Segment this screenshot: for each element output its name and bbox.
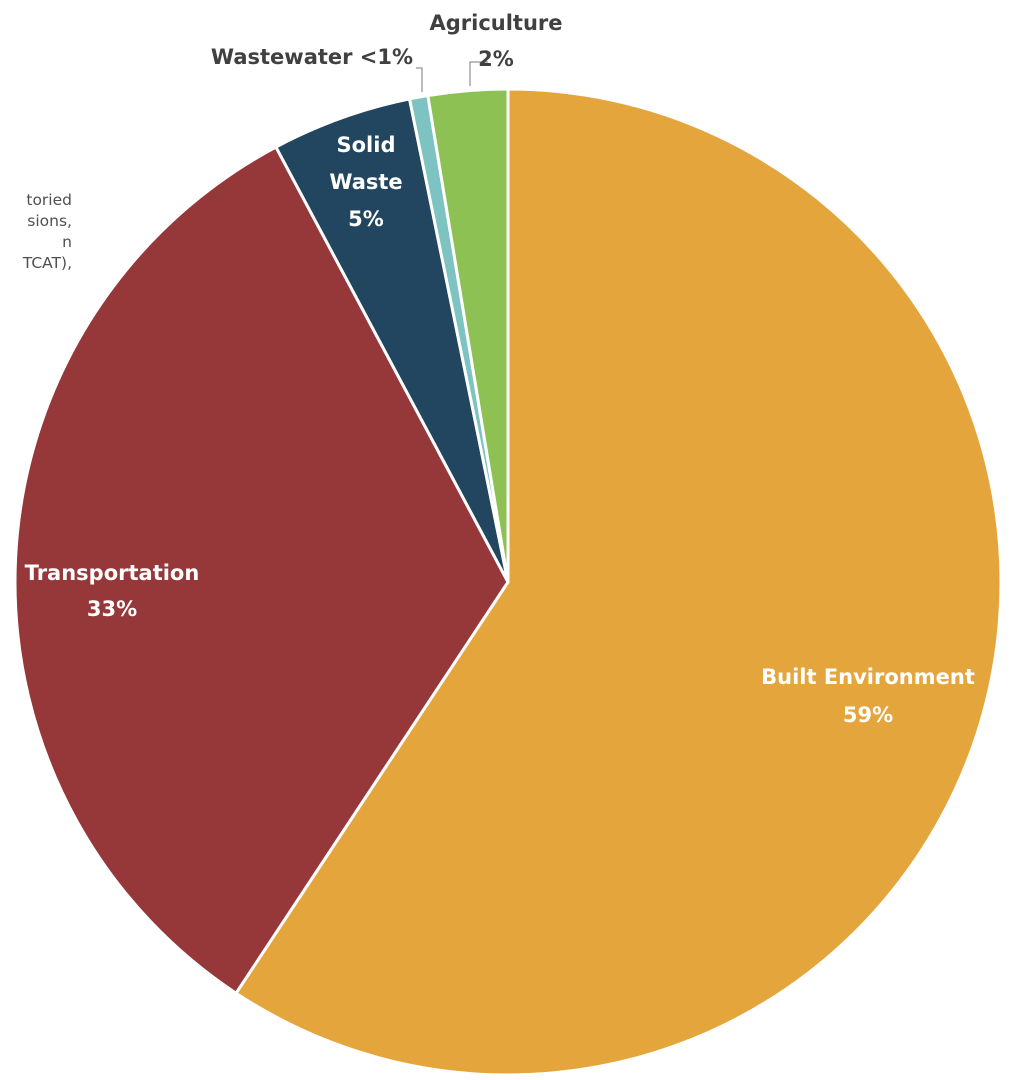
cropped-side-text: toried sions, n TCAT), [0,190,72,274]
pie-slice-agriculture [426,87,510,584]
leader-lines [416,61,488,92]
slice-label-solid-waste: 5% [348,207,384,231]
slice-label-solid-waste: Solid [337,133,396,157]
slice-label-built-environment: Built Environment [761,665,975,689]
pie-slice-transportation [13,145,510,995]
slice-label-agriculture: 2% [478,47,514,71]
slice-label-transportation: Transportation [25,561,200,585]
side-text-line: TCAT), [22,254,72,272]
leader-line-wastewater [416,67,423,92]
pie-slices [13,87,1003,1077]
slice-label-solid-waste: Waste [329,170,402,194]
side-text-line: toried [26,191,72,209]
slice-label-transportation: 33% [87,597,137,621]
side-text-line: sions, [27,212,72,230]
slice-label-built-environment: 59% [843,703,893,727]
pie-slice-built-environment [234,87,1003,1077]
side-text-line: n [62,233,72,251]
slice-labels: Built Environment 59% Transportation 33% Sol… [25,11,975,727]
slice-label-agriculture: Agriculture [429,11,562,35]
leader-line-agriculture [469,61,488,86]
slice-label-wastewater: Wastewater <1% [211,45,413,69]
